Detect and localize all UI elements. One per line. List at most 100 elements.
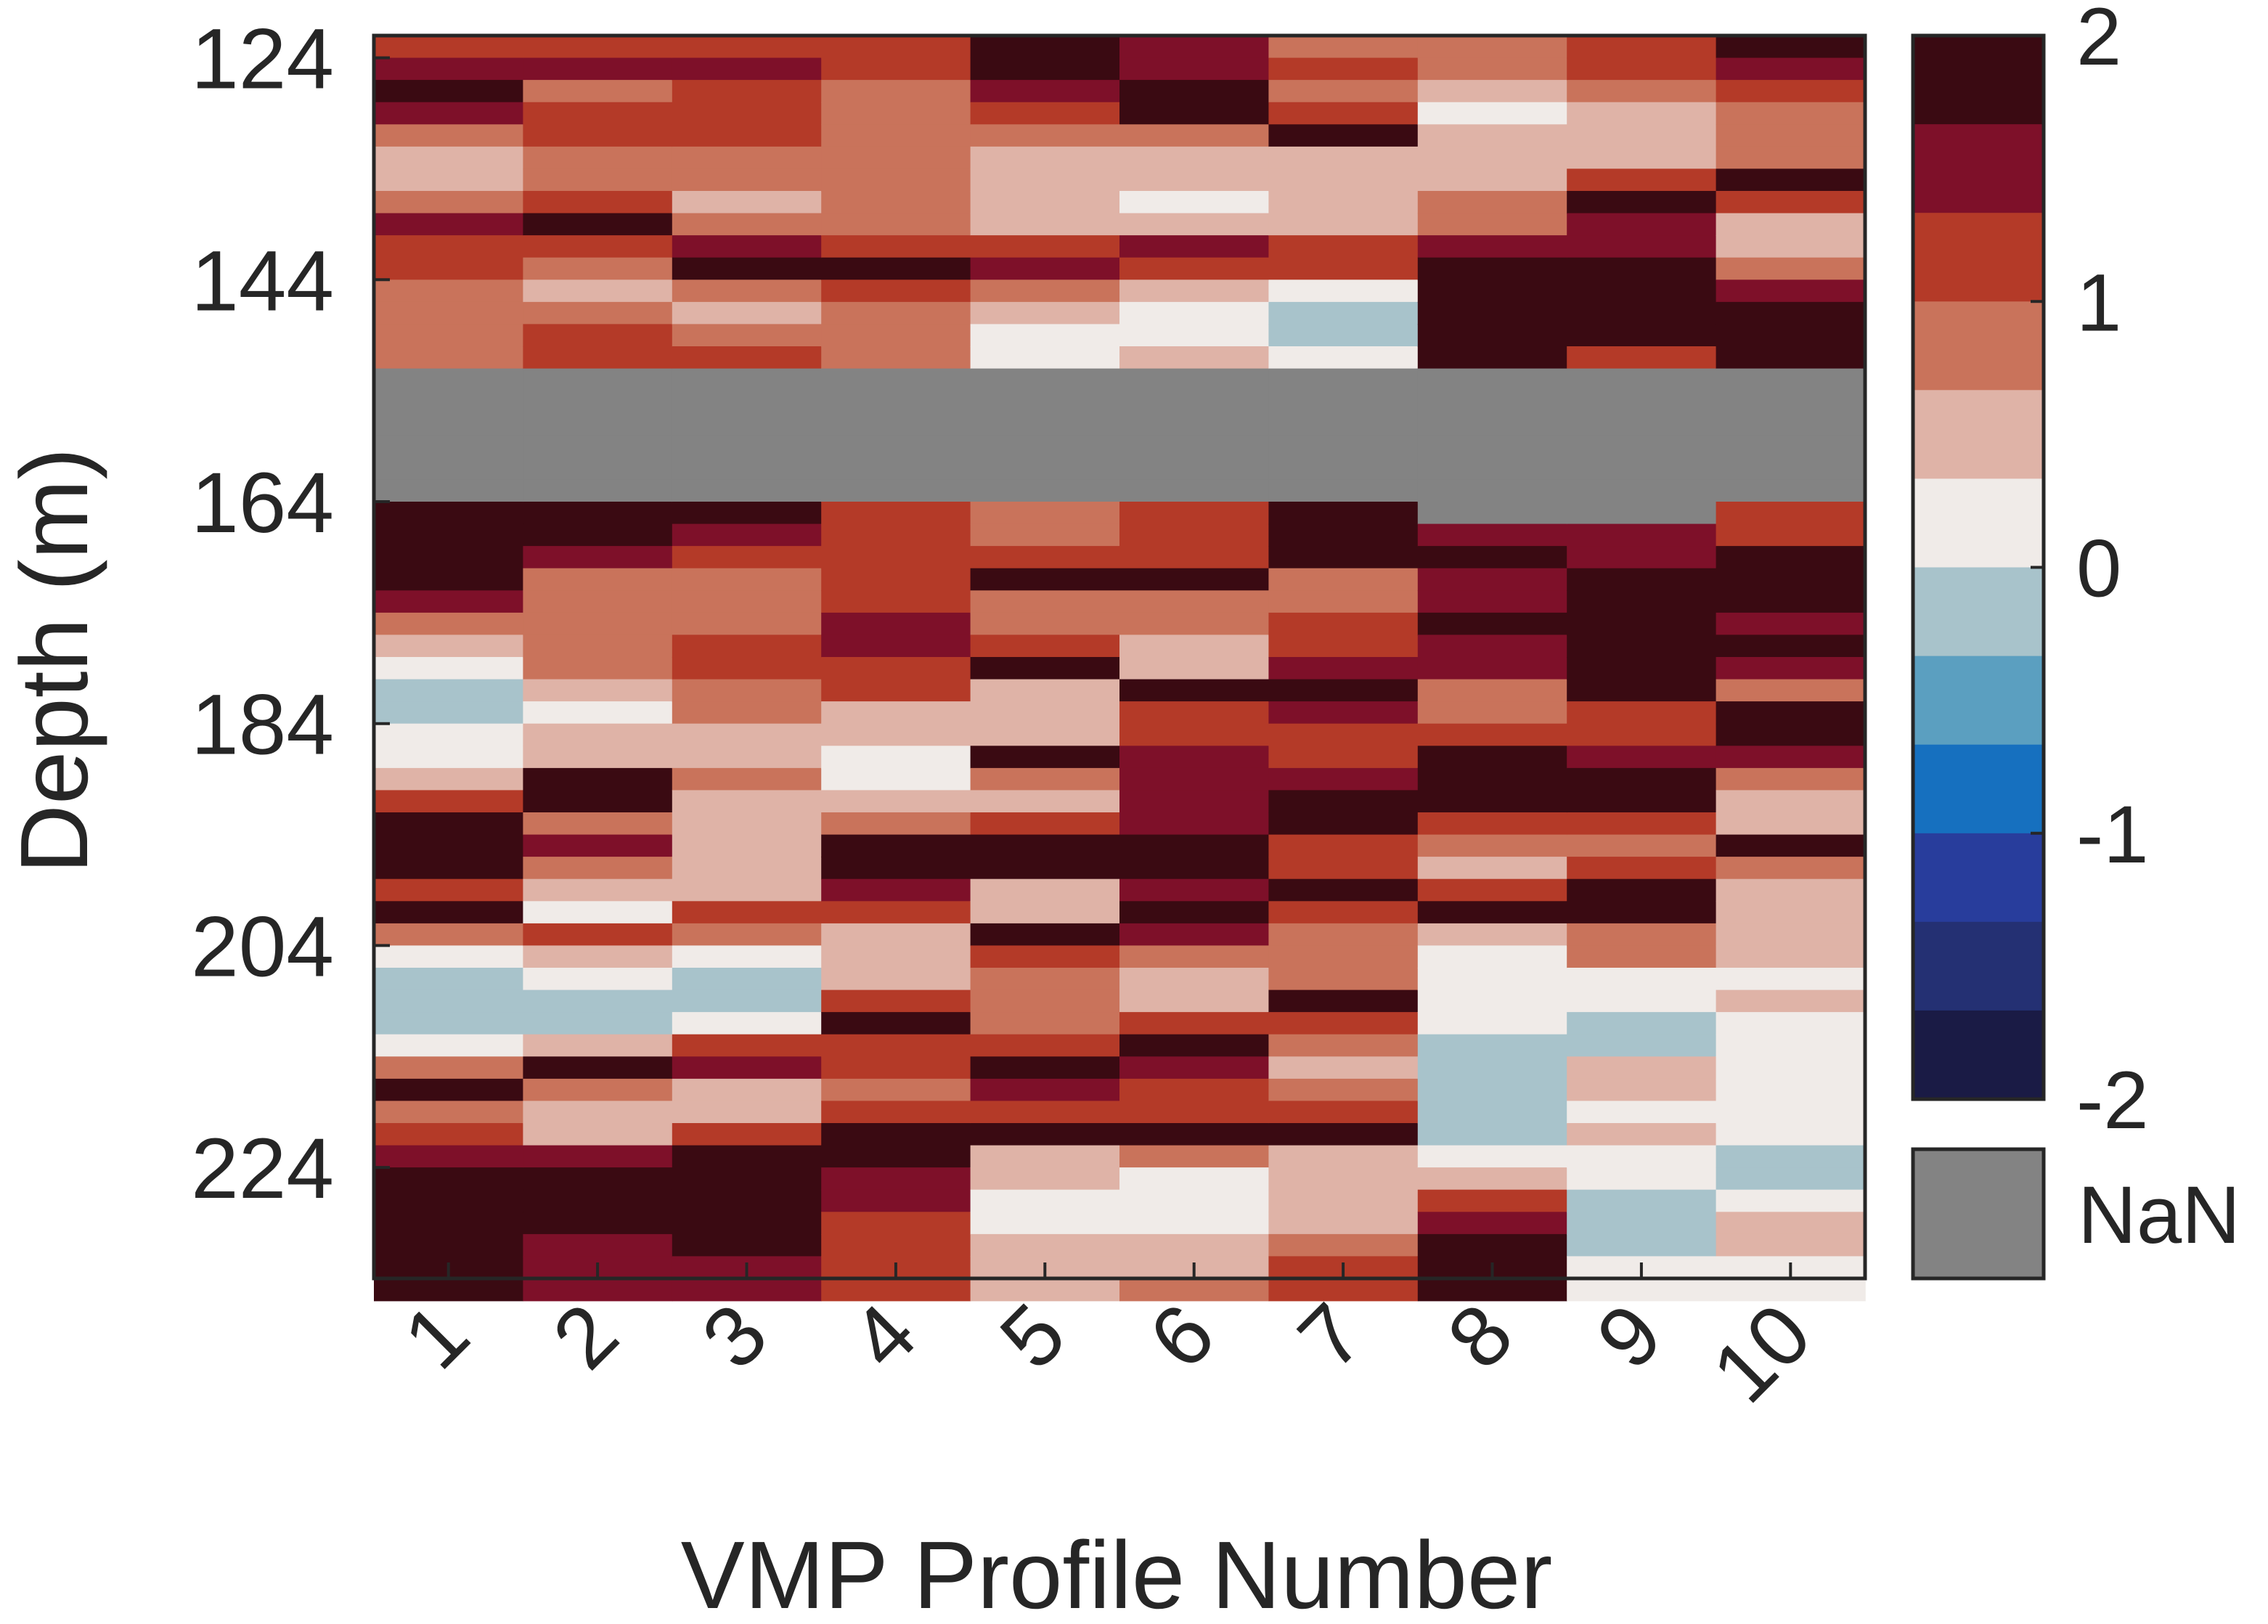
heatmap-cell bbox=[970, 523, 1120, 547]
heatmap-cell bbox=[1268, 213, 1419, 236]
heatmap-cell bbox=[374, 346, 524, 370]
heatmap-cell bbox=[821, 235, 971, 258]
heatmap-cell bbox=[374, 146, 524, 170]
heatmap-cell bbox=[1716, 435, 1866, 458]
heatmap-cell bbox=[374, 1012, 524, 1035]
heatmap-cell bbox=[1567, 1056, 1717, 1080]
heatmap-cell bbox=[970, 746, 1120, 769]
heatmap-cell bbox=[523, 36, 673, 59]
heatmap-cell bbox=[1716, 612, 1866, 636]
colorbar-segment bbox=[1913, 213, 2044, 303]
heatmap-cell bbox=[1716, 57, 1866, 81]
heatmap-cell bbox=[1567, 1101, 1717, 1124]
heatmap-cell bbox=[374, 191, 524, 214]
heatmap-cell bbox=[1417, 679, 1567, 702]
heatmap-cell bbox=[1567, 257, 1717, 281]
heatmap-cell bbox=[523, 1034, 673, 1058]
heatmap-cell bbox=[1567, 346, 1717, 370]
heatmap-cell bbox=[1119, 1278, 1270, 1302]
heatmap-cell bbox=[1716, 901, 1866, 924]
heatmap-cell bbox=[1567, 634, 1717, 658]
heatmap-cell bbox=[1716, 834, 1866, 857]
heatmap-cell bbox=[1268, 812, 1419, 836]
heatmap-cell bbox=[1268, 368, 1419, 391]
heatmap-cell bbox=[1567, 834, 1717, 857]
heatmap-cell bbox=[374, 368, 524, 391]
heatmap-cell bbox=[374, 1167, 524, 1191]
heatmap-cell bbox=[1417, 57, 1567, 81]
heatmap-cell bbox=[1417, 878, 1567, 902]
heatmap-cell bbox=[1567, 523, 1717, 547]
heatmap-cell bbox=[970, 1056, 1120, 1080]
heatmap-cell bbox=[1417, 1034, 1567, 1058]
heatmap-cell bbox=[672, 36, 822, 59]
heatmap-cell bbox=[374, 1145, 524, 1168]
heatmap-cell bbox=[1119, 901, 1270, 924]
heatmap-cell bbox=[1268, 80, 1419, 103]
heatmap-cell bbox=[970, 391, 1120, 414]
heatmap-cell bbox=[970, 412, 1120, 436]
heatmap-cell bbox=[1417, 346, 1567, 370]
heatmap-cell bbox=[1268, 523, 1419, 547]
heatmap-cell bbox=[523, 923, 673, 947]
heatmap-cell bbox=[1417, 634, 1567, 658]
heatmap-cell bbox=[1567, 1123, 1717, 1146]
heatmap-cell bbox=[821, 834, 971, 857]
heatmap-cell bbox=[821, 1012, 971, 1035]
heatmap-cell bbox=[1268, 990, 1419, 1013]
heatmap-cell bbox=[821, 1034, 971, 1058]
heatmap-cell bbox=[1268, 1056, 1419, 1080]
heatmap-cell bbox=[523, 1123, 673, 1146]
heatmap-cell bbox=[821, 368, 971, 391]
heatmap-cell bbox=[1268, 723, 1419, 747]
heatmap-cell bbox=[672, 657, 822, 680]
colorbar-segment bbox=[1913, 744, 2044, 834]
heatmap-cell bbox=[1567, 790, 1717, 813]
heatmap-cell bbox=[1119, 523, 1270, 547]
heatmap-cell bbox=[672, 191, 822, 214]
heatmap-cell bbox=[672, 1167, 822, 1191]
heatmap-cell bbox=[1716, 124, 1866, 147]
heatmap-cell bbox=[1716, 701, 1866, 725]
heatmap-cell bbox=[1268, 1034, 1419, 1058]
heatmap-cell bbox=[1268, 346, 1419, 370]
heatmap-cell bbox=[1567, 1145, 1717, 1168]
heatmap-cell bbox=[374, 1278, 524, 1302]
heatmap-cell bbox=[1417, 990, 1567, 1013]
heatmap-cell bbox=[672, 1101, 822, 1124]
heatmap-cell bbox=[374, 590, 524, 613]
heatmap-cell bbox=[523, 1278, 673, 1302]
heatmap-cell bbox=[821, 412, 971, 436]
heatmap-cell bbox=[1268, 568, 1419, 592]
heatmap-cell bbox=[1268, 391, 1419, 414]
heatmap-cell bbox=[1567, 368, 1717, 391]
heatmap-cell bbox=[523, 168, 673, 192]
heatmap-cell bbox=[970, 1034, 1120, 1058]
colorbar-segment bbox=[1913, 833, 2044, 923]
heatmap-cell bbox=[1417, 235, 1567, 258]
heatmap-cell bbox=[1417, 723, 1567, 747]
heatmap-cell bbox=[1417, 412, 1567, 436]
heatmap-cell bbox=[523, 324, 673, 347]
heatmap-cell bbox=[970, 767, 1120, 791]
heatmap-cell bbox=[1119, 1078, 1270, 1102]
heatmap-cell bbox=[1716, 36, 1866, 59]
heatmap-cell bbox=[970, 990, 1120, 1013]
heatmap-cell bbox=[821, 968, 971, 991]
heatmap-cell bbox=[1268, 701, 1419, 725]
heatmap-cell bbox=[523, 767, 673, 791]
heatmap-cell bbox=[970, 1145, 1120, 1168]
heatmap-cell bbox=[821, 146, 971, 170]
heatmap-cell bbox=[1716, 235, 1866, 258]
heatmap-cell bbox=[970, 1212, 1120, 1235]
heatmap-cell bbox=[523, 1167, 673, 1191]
heatmap-cell bbox=[1716, 790, 1866, 813]
plot-frame bbox=[372, 33, 1867, 1281]
heatmap-cell bbox=[821, 1145, 971, 1168]
heatmap-cell bbox=[1417, 657, 1567, 680]
heatmap-cell bbox=[970, 257, 1120, 281]
heatmap-cell bbox=[374, 723, 524, 747]
heatmap-cell bbox=[1417, 1189, 1567, 1213]
heatmap-cell bbox=[1567, 435, 1717, 458]
